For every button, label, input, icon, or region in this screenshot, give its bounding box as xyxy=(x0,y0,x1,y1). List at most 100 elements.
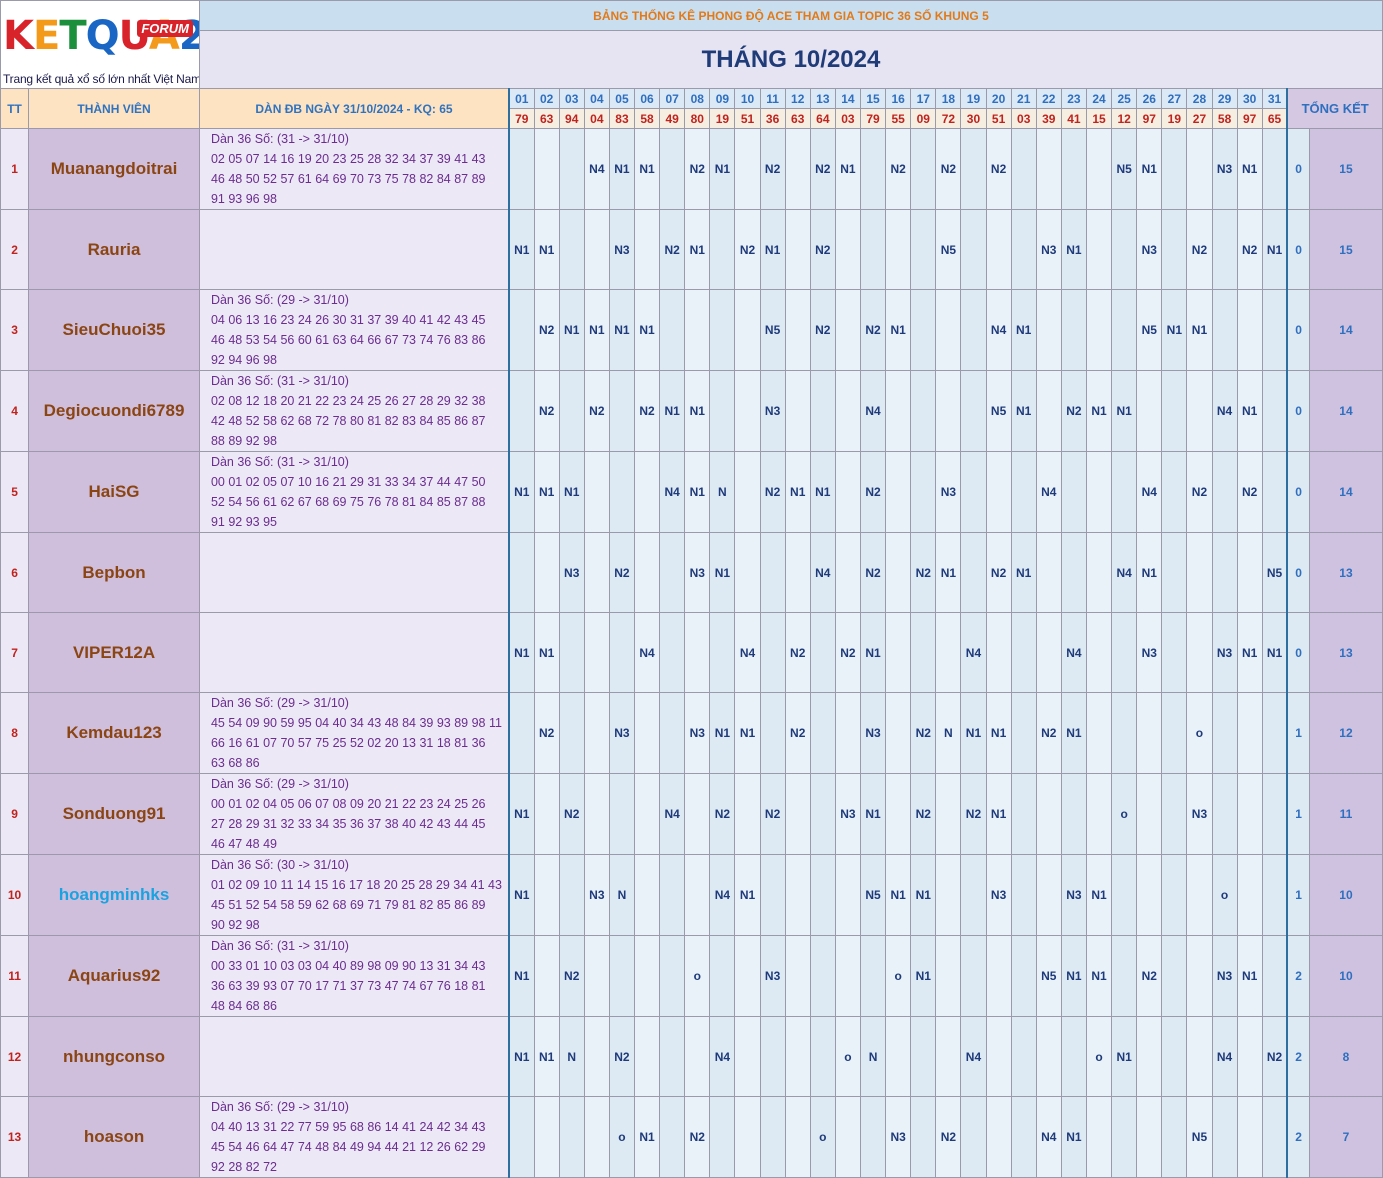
day-mark: N1 xyxy=(734,692,761,774)
member-name[interactable]: Bepbon xyxy=(28,532,200,613)
day-result: 63 xyxy=(784,108,811,129)
dan-heading: Dàn 36 Số: (29 -> 31/10) xyxy=(210,777,349,791)
day-header: 26 xyxy=(1136,88,1163,109)
day-mark: N1 xyxy=(935,532,962,613)
day-result: 30 xyxy=(960,108,987,129)
day-mark: N3 xyxy=(1211,128,1238,210)
day-result: 19 xyxy=(1161,108,1188,129)
day-result: 15 xyxy=(1085,108,1113,129)
day-mark xyxy=(558,370,585,452)
day-mark xyxy=(659,1096,686,1178)
day-mark xyxy=(583,612,610,693)
day-mark xyxy=(1161,128,1188,210)
day-mark: N5 xyxy=(935,209,962,290)
member-name[interactable]: Sonduong91 xyxy=(28,773,200,855)
day-mark: N1 xyxy=(684,370,711,452)
day-mark xyxy=(834,532,861,613)
day-mark xyxy=(1161,935,1188,1017)
day-mark xyxy=(633,532,661,613)
day-mark xyxy=(1010,935,1037,1017)
summary-total: 14 xyxy=(1308,289,1383,371)
member-name[interactable]: VIPER12A xyxy=(28,612,200,693)
day-mark: N1 xyxy=(608,289,636,371)
day-mark xyxy=(709,209,736,290)
day-mark xyxy=(910,370,937,452)
member-name[interactable]: Aquarius92 xyxy=(28,935,200,1017)
day-mark xyxy=(1211,289,1238,371)
day-mark: N2 xyxy=(1186,209,1213,290)
day-mark xyxy=(558,209,585,290)
day-mark: N3 xyxy=(684,692,711,774)
day-mark xyxy=(659,532,686,613)
member-name[interactable]: hoason xyxy=(28,1096,200,1178)
day-mark xyxy=(1161,209,1188,290)
day-mark xyxy=(834,854,861,936)
day-mark: N1 xyxy=(1111,1016,1138,1097)
day-mark: N5 xyxy=(1136,289,1163,371)
day-mark xyxy=(1261,451,1289,533)
day-mark xyxy=(1186,128,1213,210)
day-mark: N1 xyxy=(608,128,636,210)
day-mark: N2 xyxy=(859,451,887,533)
day-mark: N1 xyxy=(759,209,786,290)
day-mark xyxy=(1211,532,1238,613)
day-mark xyxy=(809,370,836,452)
logo[interactable]: KETQUA2 FORUM Trang kết quả xổ số lớn nh… xyxy=(0,0,200,89)
day-mark: N2 xyxy=(784,692,811,774)
day-mark xyxy=(507,1096,535,1178)
member-name[interactable]: Kemdau123 xyxy=(28,692,200,774)
day-mark: N5 xyxy=(985,370,1012,452)
day-mark xyxy=(1085,692,1113,774)
row-index: 5 xyxy=(0,451,30,533)
day-mark xyxy=(558,692,585,774)
summary-count: 0 xyxy=(1286,128,1310,210)
day-mark xyxy=(1111,854,1138,936)
day-mark xyxy=(734,1016,761,1097)
day-result: 49 xyxy=(659,108,686,129)
day-mark xyxy=(633,935,661,1017)
day-mark xyxy=(583,692,610,774)
day-mark: N1 xyxy=(734,854,761,936)
member-name[interactable]: Rauria xyxy=(28,209,200,290)
day-mark xyxy=(1035,773,1062,855)
day-mark xyxy=(709,1096,736,1178)
day-header: 31 xyxy=(1261,88,1289,109)
dan-numbers: 00 01 02 04 05 06 07 08 09 20 21 22 23 2… xyxy=(210,797,486,851)
day-mark: N1 xyxy=(859,773,887,855)
member-row: 9 Sonduong91 Dàn 36 Số: (29 -> 31/10) 00 01… xyxy=(0,773,1383,855)
day-mark xyxy=(784,370,811,452)
summary-count: 0 xyxy=(1286,451,1310,533)
day-mark xyxy=(960,935,987,1017)
day-mark xyxy=(1186,935,1213,1017)
day-header: 18 xyxy=(935,88,962,109)
row-index: 11 xyxy=(0,935,30,1017)
day-mark xyxy=(960,209,987,290)
day-mark xyxy=(1111,1096,1138,1178)
day-mark: N1 xyxy=(1136,532,1163,613)
member-name[interactable]: Muanangdoitrai xyxy=(28,128,200,210)
member-name[interactable]: hoangminhks xyxy=(28,854,200,936)
member-name[interactable]: Degiocuondi6789 xyxy=(28,370,200,452)
summary-count: 0 xyxy=(1286,370,1310,452)
summary-total: 13 xyxy=(1308,612,1383,693)
day-mark xyxy=(985,612,1012,693)
day-result: 04 xyxy=(583,108,610,129)
day-mark xyxy=(1211,1096,1238,1178)
member-name[interactable]: SieuChuoi35 xyxy=(28,289,200,371)
day-mark xyxy=(985,935,1012,1017)
day-mark: N4 xyxy=(633,612,661,693)
day-mark xyxy=(1161,692,1188,774)
day-mark: N1 xyxy=(709,532,736,613)
day-mark xyxy=(910,209,937,290)
member-name[interactable]: nhungconso xyxy=(28,1016,200,1097)
day-header: 13 xyxy=(809,88,836,109)
member-dan: Dàn 36 Số: (29 -> 31/10) 45 54 09 90 59 9… xyxy=(198,692,510,774)
day-mark xyxy=(734,128,761,210)
day-mark xyxy=(809,1016,836,1097)
member-name[interactable]: HaiSG xyxy=(28,451,200,533)
dan-numbers: 45 54 09 90 59 95 04 40 34 43 48 84 39 9… xyxy=(210,716,502,770)
day-mark: N3 xyxy=(1186,773,1213,855)
day-result: 94 xyxy=(558,108,585,129)
day-mark xyxy=(1060,532,1087,613)
day-mark: N1 xyxy=(910,935,937,1017)
